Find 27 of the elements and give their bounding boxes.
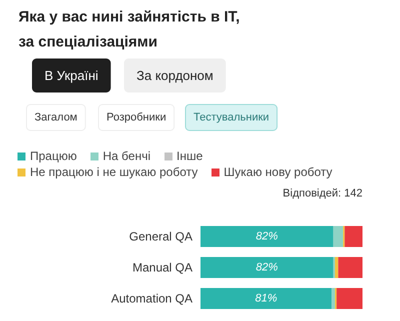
legend-label: На бенчі bbox=[102, 149, 150, 163]
legend-label: Інше bbox=[176, 149, 203, 163]
data-label: 82% bbox=[256, 262, 278, 274]
y-tick-label: Manual QA bbox=[132, 260, 192, 274]
bar bbox=[200, 256, 334, 278]
text: Загалом bbox=[34, 112, 78, 124]
bar bbox=[333, 226, 344, 248]
data-label: 82% bbox=[256, 230, 278, 242]
text: Тестувальники bbox=[194, 112, 270, 124]
bar bbox=[200, 226, 334, 248]
bar bbox=[344, 226, 362, 248]
data-label: 81% bbox=[255, 292, 278, 304]
bar bbox=[200, 288, 332, 310]
y-tick-label: Automation QA bbox=[111, 292, 192, 306]
text: В Україні bbox=[44, 68, 98, 83]
bar bbox=[336, 288, 362, 310]
legend-label: Не працюю і не шукаю роботу bbox=[30, 165, 198, 179]
text: За кордоном bbox=[136, 68, 214, 83]
legend-label: Шукаю нову роботу bbox=[224, 165, 332, 179]
y-tick-label: General QA bbox=[129, 230, 193, 244]
bar bbox=[332, 288, 335, 310]
bar bbox=[338, 256, 362, 278]
text: Відповідей: 142 bbox=[282, 188, 363, 200]
text: Розробники bbox=[106, 112, 166, 124]
chart-title: Яка у вас нині зайнятість в IT, за спеціалізаціями bbox=[18, 8, 240, 50]
bar bbox=[334, 256, 338, 278]
legend-label: Працюю bbox=[30, 149, 77, 163]
